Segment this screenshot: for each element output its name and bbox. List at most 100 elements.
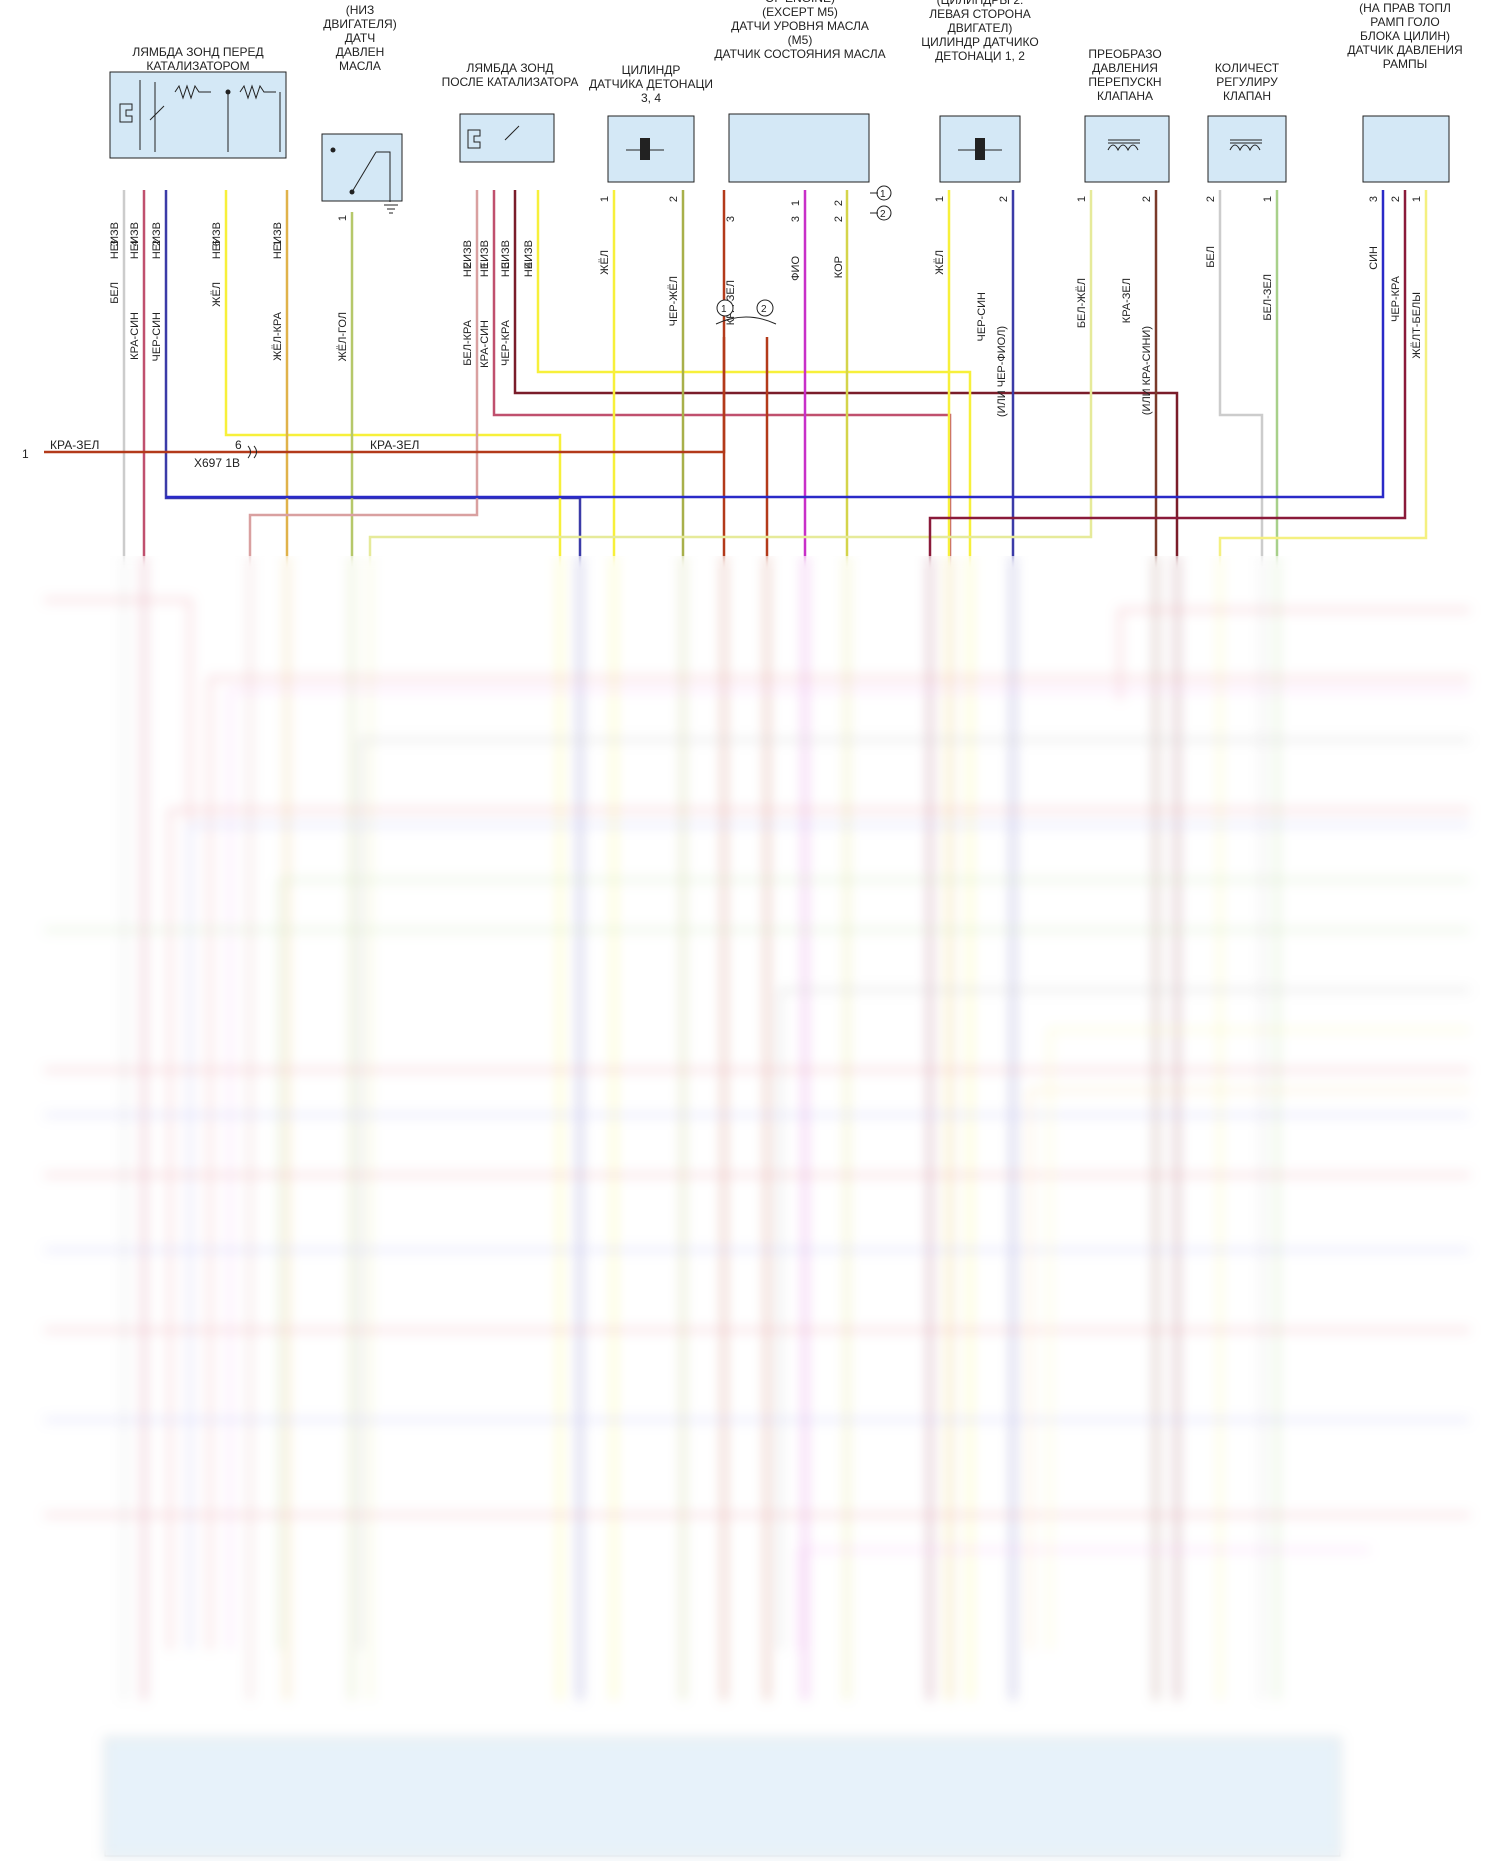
- pin-rp-2: 2: [1390, 196, 1402, 202]
- component-oil-pressure: [321, 133, 403, 214]
- pin-ol-2b: 2: [833, 216, 845, 222]
- component-rail-pressure: [1362, 115, 1450, 183]
- pin-qv-1: 1: [1262, 196, 1274, 202]
- knock-34-title: ЦИЛИНДР ДАТЧИКА ДЕТОНАЦИ 3, 4: [589, 63, 713, 105]
- lambda-rear-title: ЛЯМБДА ЗОНД ПОСЛЕ КАТАЛИЗАТОРА: [442, 61, 579, 89]
- callout-1-split: 1: [721, 304, 727, 315]
- boost-valve-title: ПРЕОБРАЗО ДАВЛЕНИЯ ПЕРЕПУСКН КЛАПАНА: [1088, 47, 1161, 103]
- rail-pressure-title: (НА ПРАВ ТОПЛ РАМП ГОЛО БЛОКА ЦИЛИН) ДАТЧИК…: [1347, 1, 1462, 71]
- pin-lr-neizv1: НЕИЗВ: [462, 240, 474, 277]
- wire-label-bel: БЕЛ: [109, 282, 121, 304]
- pin-k34-2: 2: [668, 196, 680, 202]
- wire-label-kor: КОР: [833, 256, 845, 278]
- component-knock-12: [939, 115, 1021, 183]
- pin-lr-neizv2: НЕИЗВ: [479, 240, 491, 277]
- wire-label-kra-sini: (ИЛИ КРА-СИНИ): [1141, 326, 1153, 415]
- wire-label-bel2: БЕЛ: [1205, 246, 1217, 268]
- callout-1: 1: [880, 189, 886, 200]
- component-oil-level: [728, 113, 870, 183]
- component-boost-valve: [1084, 115, 1170, 183]
- pin-ol-3b: 3: [790, 216, 802, 222]
- pin-bv-2: 2: [1141, 196, 1153, 202]
- wire-zhel: [224, 190, 562, 1700]
- connector-x697: 1 КРА-ЗЕЛ 6 X697 1В КРА-ЗЕЛ: [22, 438, 419, 470]
- ecu-connector-strip: [104, 1737, 1341, 1857]
- pin-lf-neizv5: НЕИЗВ: [272, 222, 284, 259]
- pin-k34-1: 1: [599, 196, 611, 202]
- wire-bel-2: [1218, 190, 1264, 1700]
- pin-rp-3: 3: [1368, 196, 1380, 202]
- x697-left-pin: 1: [22, 447, 29, 461]
- wire-kra-sin-2: [492, 190, 952, 1700]
- wire-harness: [44, 190, 1428, 1700]
- pin-rp-1: 1: [1411, 196, 1423, 202]
- pin-bv-1: 1: [1076, 196, 1088, 202]
- pin-lr-4: 4: [523, 262, 535, 268]
- component-quantity-valve: [1207, 115, 1287, 183]
- wire-label-zhel4: ЖЁЛ: [934, 250, 946, 275]
- oil-pressure-title: (НИЗ ДВИГАТЕЛЯ) ДАТЧ ДАВЛЕН МАСЛА: [323, 3, 396, 73]
- pin-lr-2: 2: [462, 262, 474, 268]
- wire-sin: [166, 190, 1385, 499]
- x697-name: X697 1В: [194, 456, 240, 470]
- x697-left-wire: КРА-ЗЕЛ: [50, 438, 99, 452]
- component-titles: ЛЯМБДА ЗОНД ПЕРЕД КАТАЛИЗАТОРОМ (НИЗ ДВИГАТ…: [132, 0, 1462, 105]
- wire-cher-sin: [164, 190, 582, 1700]
- component-lambda-rear: [459, 113, 555, 163]
- wire-label-zhel: ЖЁЛ: [211, 282, 223, 307]
- callout-markers: 1 2 1 2: [715, 185, 892, 325]
- wire-bel-kra: [248, 190, 479, 1700]
- pin-ol-2a: 2: [833, 200, 845, 206]
- pin-ol-3a: 3: [725, 216, 737, 222]
- wire-label-cher-sin2: ЧЕР-СИН: [976, 292, 988, 342]
- x697-right-wire: КРА-ЗЕЛ: [370, 438, 419, 452]
- wire-label-zhel-kra: ЖЁЛ-КРА: [272, 311, 284, 360]
- pin-op-1: 1: [337, 215, 349, 221]
- wire-label-cher-sin: ЧЕР-СИН: [151, 312, 163, 362]
- wire-label-zhel-bel: ЖЁЛТ-БЕЛЫ: [1411, 292, 1423, 359]
- callout-2-split: 2: [761, 304, 767, 315]
- wire-label-bel-zhel: БЕЛ-ЖЁЛ: [1076, 278, 1088, 328]
- quantity-valve-title: КОЛИЧЕСТ РЕГУЛИРУ КЛАПАН: [1215, 61, 1280, 103]
- pin-lr-1: 1: [479, 262, 491, 268]
- wire-label-kra-sin: КРА-СИН: [129, 312, 141, 360]
- pin-k12-1: 1: [934, 196, 946, 202]
- wire-zhel-bel: [1218, 190, 1428, 1700]
- wire-kra-zel-split: [44, 337, 726, 454]
- oil-level-title: (M5: BOTTOMOF ENGINE)(EXCEPT M5)ДАТЧИ УР…: [714, 0, 885, 61]
- wire-label-zhel2: ЖЁЛ: [599, 250, 611, 275]
- x697-pin: 6: [235, 438, 242, 452]
- pin-qv-2: 2: [1205, 196, 1217, 202]
- lambda-front-title: ЛЯМБДА ЗОНД ПЕРЕД КАТАЛИЗАТОРОМ: [132, 45, 263, 73]
- wire-label-sin: СИН: [1368, 246, 1380, 270]
- pin-lf-2: 2: [151, 240, 163, 246]
- knock-12-title: (ЦИЛИНДРЫ 2: ЛЕВАЯ СТОРОНА ДВИГАТЕЛ) ЦИЛИНД…: [921, 0, 1038, 63]
- lower-harness-hints: [44, 598, 1470, 1650]
- pin-lr-neizv4: НЕИЗВ: [523, 240, 535, 277]
- pin-lf-neizv1: НЕИЗВ: [109, 222, 121, 259]
- callout-2: 2: [880, 209, 886, 220]
- pin-lf-6: 6: [211, 240, 223, 246]
- pin-lr-neizv3: НЕИЗВ: [500, 240, 512, 277]
- pin-lf-neizv2: НЕИЗВ: [129, 222, 141, 259]
- wire-label-cher-kra: ЧЕР-КРА: [500, 319, 512, 366]
- component-lambda-front: [109, 71, 287, 159]
- wire-label-cher-zhel: ЧЕР-ЖЁЛ: [668, 276, 680, 326]
- pin-lf-4: 4: [129, 240, 141, 246]
- pin-lf-neizv4: НЕИЗВ: [211, 222, 223, 259]
- wire-label-kra-sin2: КРА-СИН: [479, 320, 491, 368]
- wire-label-cher-kra2: ЧЕР-КРА: [1390, 275, 1402, 322]
- wire-label-fio: ФИО: [790, 256, 802, 281]
- wire-zhel-2: [536, 190, 972, 1700]
- pin-lr-3: 3: [500, 262, 512, 268]
- pin-lf-1: 1: [272, 240, 284, 246]
- component-knock-34: [607, 115, 695, 183]
- wire-label-zhel-gol: ЖЁЛ-ГОЛ: [337, 312, 349, 361]
- wire-label-bel-kra: БЕЛ-КРА: [462, 319, 474, 365]
- pin-ol-1: 1: [790, 200, 802, 206]
- wire-label-kra-zel2: КРА-ЗЕЛ: [1121, 278, 1133, 323]
- pin-k12-2: 2: [998, 196, 1010, 202]
- wire-label-bel-zel: БЕЛ-ЗЕЛ: [1262, 274, 1274, 321]
- pin-lf-neizv3: НЕИЗВ: [151, 222, 163, 259]
